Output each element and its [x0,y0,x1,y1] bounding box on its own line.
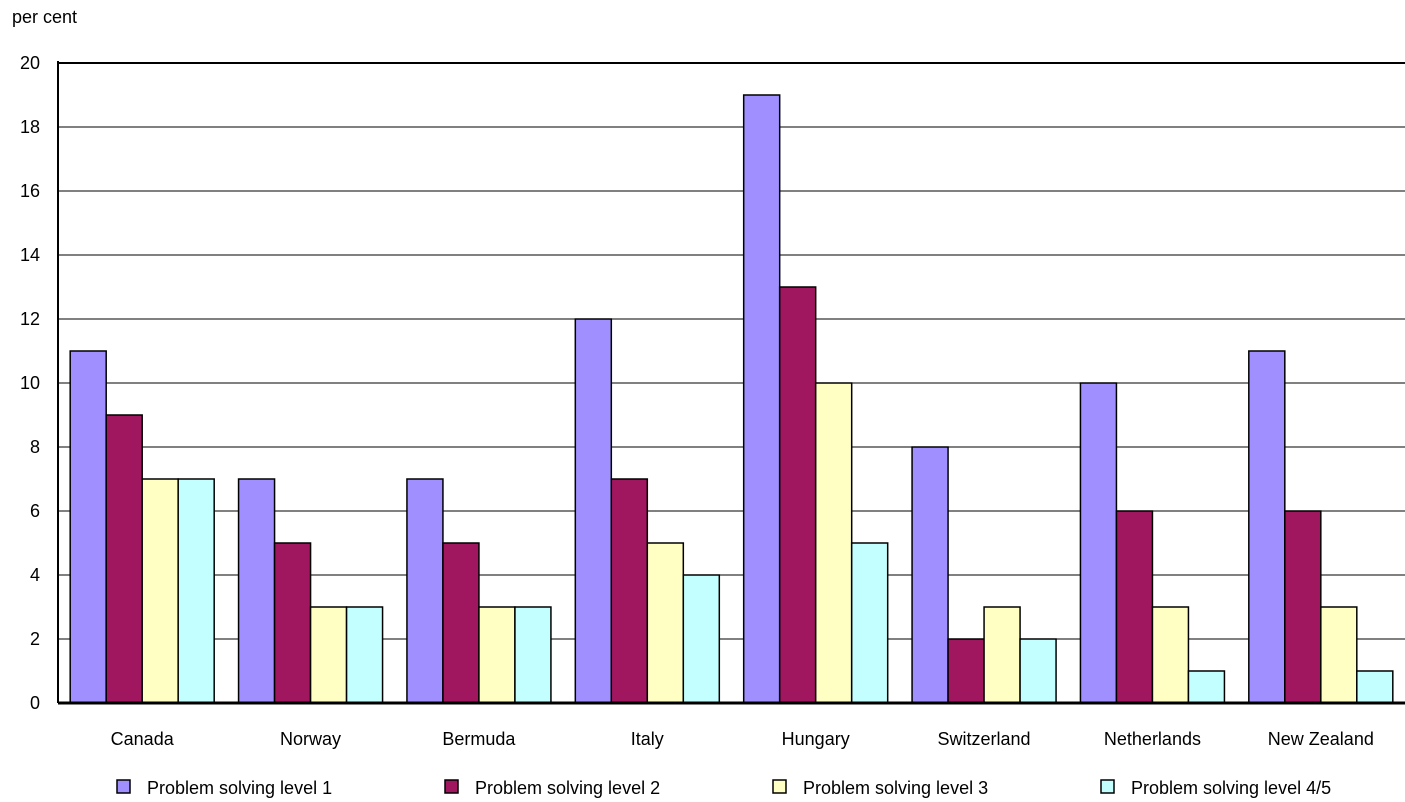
x-tick-label: New Zealand [1268,729,1374,749]
bar-switzerland-series-3 [983,606,1021,704]
bar-new-zealand-series-1 [1248,350,1286,704]
bar-hungary-series-3 [814,382,853,704]
y-axis-ticks: 0 2 4 6 8 10 12 14 16 18 20 [20,53,40,713]
bar-italy-series-2 [610,478,649,704]
bar-canada-series-2 [105,414,143,704]
bar-new-zealand-series-4 [1356,670,1394,704]
bar-canada-series-3 [141,478,179,704]
legend-swatch [1100,779,1115,794]
y-tick-label: 2 [30,629,40,649]
legend-label: Problem solving level 2 [475,778,660,798]
legend-label: Problem solving level 1 [147,778,332,798]
bars [69,94,1394,704]
bar-hungary-series-2 [778,286,817,704]
bar-canada-series-1 [69,350,107,704]
x-tick-label: Canada [111,729,175,749]
bar-hungary-series-4 [850,542,889,704]
x-tick-label: Netherlands [1104,729,1201,749]
x-tick-label: Hungary [782,729,850,749]
y-tick-label: 16 [20,181,40,201]
y-axis-label: per cent [12,7,77,27]
bar-netherlands-series-3 [1151,606,1190,704]
bar-hungary-series-1 [742,94,781,704]
bar-italy-series-4 [682,574,721,704]
legend-swatch [116,779,131,794]
y-tick-label: 0 [30,693,40,713]
bar-norway-series-2 [273,542,312,704]
y-tick-label: 18 [20,117,40,137]
bar-italy-series-1 [574,318,613,704]
legend-label: Problem solving level 4/5 [1131,778,1331,798]
y-tick-label: 14 [20,245,40,265]
bar-new-zealand-series-2 [1284,510,1322,704]
y-tick-label: 20 [20,53,40,73]
bar-bermuda-series-2 [442,542,480,704]
axes [57,61,1405,705]
bar-norway-series-4 [345,606,384,704]
bar-bermuda-series-1 [406,478,444,704]
bar-netherlands-series-2 [1115,510,1154,704]
category-labels: Canada Norway Bermuda Italy Hungary Switzerla… [111,729,1374,749]
y-tick-label: 4 [30,565,40,585]
legend-swatch [772,779,787,794]
legend-label: Problem solving level 3 [803,778,988,798]
legend-swatch [444,779,459,794]
bar-switzerland-series-1 [911,446,949,704]
y-tick-label: 6 [30,501,40,521]
x-tick-label: Italy [631,729,664,749]
bar-italy-series-3 [646,542,685,704]
bar-netherlands-series-1 [1079,382,1118,704]
bar-norway-series-3 [309,606,348,704]
bar-netherlands-series-4 [1187,670,1226,704]
bar-bermuda-series-4 [514,606,552,704]
bar-bermuda-series-3 [478,606,516,704]
bar-switzerland-series-4 [1019,638,1057,704]
y-tick-label: 12 [20,309,40,329]
bar-switzerland-series-2 [947,638,985,704]
bar-canada-series-4 [177,478,215,704]
bar-norway-series-1 [237,478,276,704]
x-tick-label: Switzerland [938,729,1031,749]
legend: Problem solving level 1 Problem solving l… [116,778,1331,798]
x-tick-label: Bermuda [442,729,516,749]
y-tick-label: 10 [20,373,40,393]
x-tick-label: Norway [280,729,341,749]
bar-new-zealand-series-3 [1320,606,1358,704]
y-tick-label: 8 [30,437,40,457]
